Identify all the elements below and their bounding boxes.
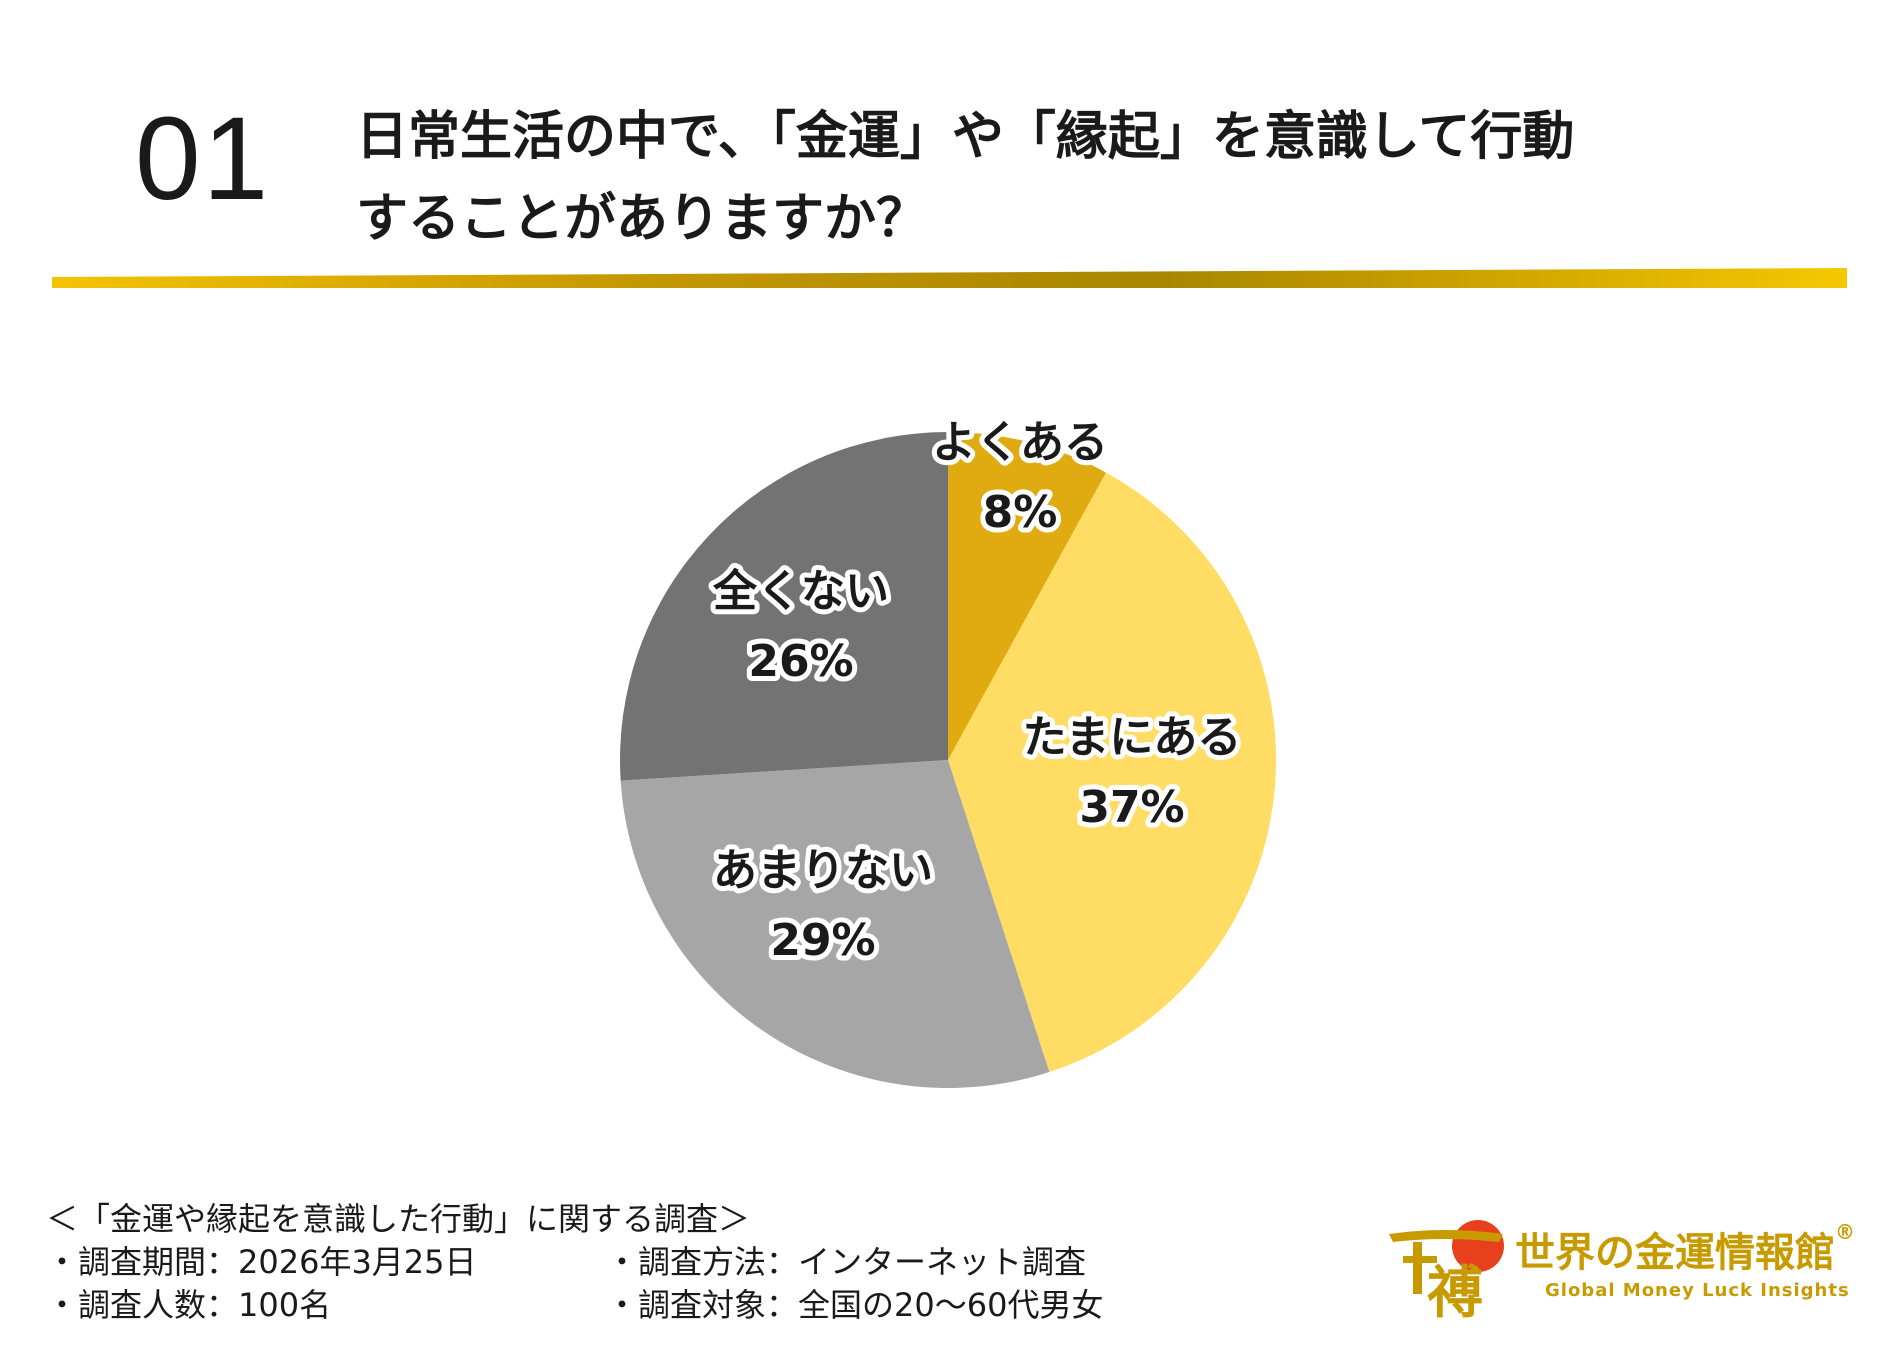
pie-slice-mattakunai — [620, 432, 948, 781]
question-title-line-1: 日常生活の中で、「金運」や「縁起」を意識して行動 — [356, 107, 1575, 167]
slice-value-tamaniaru: 37% — [1079, 782, 1184, 833]
survey-footer: ＜「金運や縁起を意識した行動」に関する調査＞ ・調査期間：2026年3月25日 … — [46, 1198, 1103, 1327]
slice-label-mattakunai: 全くない — [712, 566, 889, 617]
slice-value-amarinai: 29% — [770, 915, 875, 966]
logo-glyph: 禣 — [1427, 1261, 1483, 1318]
slice-label-amarinai: あまりない — [713, 845, 933, 896]
brand-logo: 禣 世界の金運情報館® Global Money Luck Insights — [1385, 1208, 1855, 1318]
pie-slice-amarinai — [620, 760, 1050, 1088]
slice-label-tamaniaru: たまにある — [1023, 712, 1242, 763]
pie-slice-yokuaru — [948, 432, 1107, 760]
registered-mark: ® — [1835, 1220, 1855, 1244]
question-title: 日常生活の中で、「金運」や「縁起」を意識して行動 することがありますか？ — [356, 96, 1796, 260]
logo-name-text: 世界の金運情報館 — [1515, 1230, 1835, 1276]
torii-logo-icon: 禣 — [1389, 1220, 1504, 1318]
pie-slice-tamaniaru — [948, 472, 1277, 1072]
slice-label-yokuaru: よくある — [932, 417, 1108, 468]
slice-value-yokuaru: 8% — [983, 487, 1058, 538]
logo-tagline: Global Money Luck Insights — [1545, 1280, 1850, 1301]
question-number: 01 — [135, 93, 271, 225]
survey-heading: ＜「金運や縁起を意識した行動」に関する調査＞ — [46, 1200, 751, 1238]
survey-count: ・調査人数：100名 — [46, 1286, 332, 1324]
pie-chart: よくある 8% たまにある 37% あまりない 29% 全くない 26% — [620, 417, 1277, 1088]
survey-method: ・調査方法：インターネット調査 — [606, 1243, 1087, 1281]
survey-target: ・調査対象：全国の20〜60代男女 — [606, 1286, 1104, 1324]
logo-name: 世界の金運情報館® — [1515, 1220, 1855, 1278]
slice-value-mattakunai: 26% — [748, 636, 853, 687]
survey-period: ・調査期間：2026年3月25日 — [46, 1243, 477, 1281]
question-title-line-2: することがありますか？ — [356, 189, 929, 249]
